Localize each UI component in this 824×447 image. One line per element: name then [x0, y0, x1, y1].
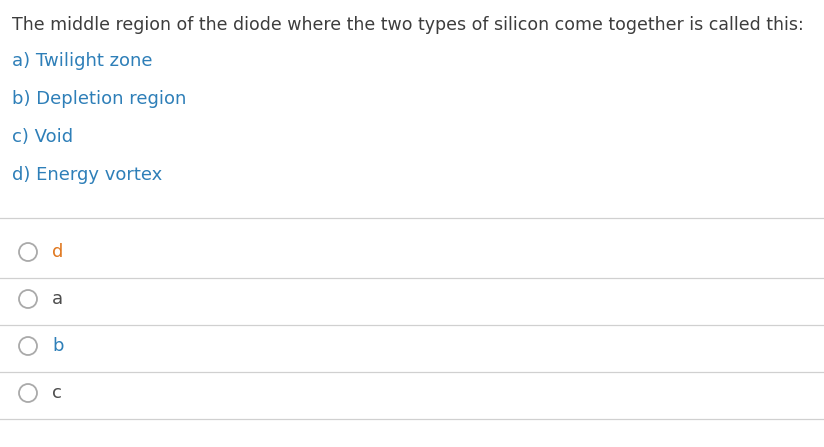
- Text: The middle region of the diode where the two types of silicon come together is c: The middle region of the diode where the…: [12, 16, 803, 34]
- Text: a) Twilight zone: a) Twilight zone: [12, 52, 152, 70]
- Text: d: d: [52, 243, 63, 261]
- Text: c) Void: c) Void: [12, 128, 73, 146]
- Text: b: b: [52, 337, 63, 355]
- Text: a: a: [52, 290, 63, 308]
- Text: d) Energy vortex: d) Energy vortex: [12, 166, 162, 184]
- Text: b) Depletion region: b) Depletion region: [12, 90, 186, 108]
- Text: c: c: [52, 384, 62, 402]
